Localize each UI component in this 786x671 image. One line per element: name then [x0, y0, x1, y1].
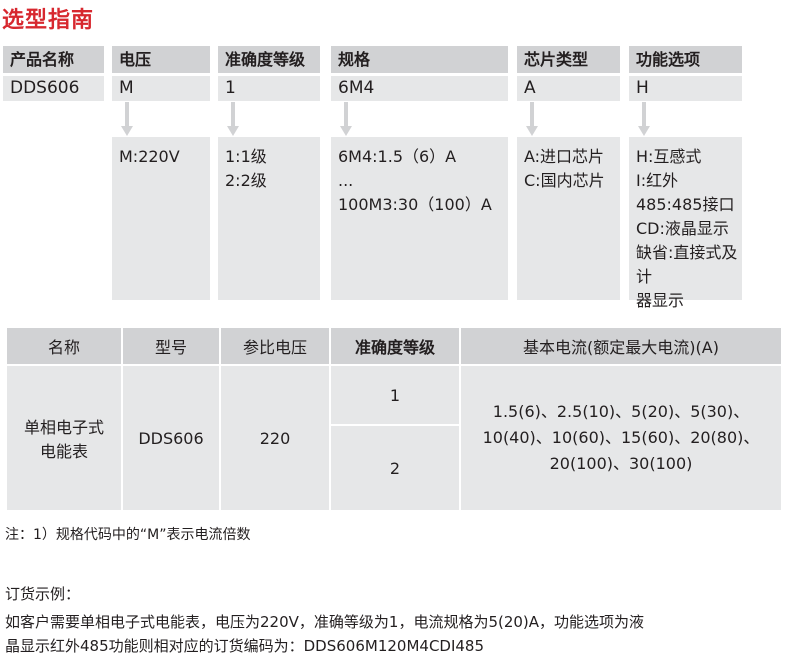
current-line: 10(40)、10(60)、15(60)、20(80)、 [482, 428, 760, 447]
current-line: 1.5(6)、2.5(10)、5(20)、5(30)、 [492, 402, 750, 421]
col-header-accuracy: 准确度等级 [331, 328, 459, 364]
arrow-down-icon [340, 102, 352, 140]
detail-line: M:220V [119, 147, 180, 166]
example-line-1: 如客户需要单相电子式电能表，电压为220V，准确等级为1，电流规格为5(20)A… [5, 613, 645, 631]
detail-line: 100M3:30（100）A [338, 195, 492, 214]
code-details: H:互感式 I:红外 485:485接口 CD:液晶显示缺省:直接式及计器显示 [629, 137, 742, 310]
code-value: 6M4 [331, 76, 508, 101]
detail-line: 1:1级 [225, 147, 267, 166]
spec-table: 名称 型号 参比电压 准确度等级 基本电流(额定最大电流)(A) 单相电子式电能… [5, 326, 783, 512]
detail-line: 2:2级 [225, 171, 267, 190]
example-heading: 订货示例： [5, 585, 81, 603]
col-header-model: 型号 [123, 328, 219, 364]
code-header: 电压 [112, 46, 210, 73]
arrow-down-icon [638, 102, 650, 140]
code-details: 1:1级 2:2级 [218, 137, 320, 300]
code-details: A:进口芯片 C:国内芯片 [517, 137, 620, 300]
example-line-2: 晶显示红外485功能则相对应的订货编码为：DDS606M120M4CDI485 [5, 637, 485, 655]
detail-line: C:国内芯片 [524, 171, 605, 190]
cell-accuracy-2: 2 [331, 426, 459, 510]
code-header: 功能选项 [629, 46, 742, 73]
code-value: A [517, 76, 620, 101]
detail-line: 485:485接口 [636, 195, 735, 214]
cell-model: DDS606 [123, 366, 219, 510]
cell-voltage: 220 [221, 366, 329, 510]
page-title: 选型指南 [2, 8, 95, 33]
code-value: 1 [218, 76, 320, 101]
code-value: DDS606 [3, 76, 104, 101]
code-details: 6M4:1.5（6）A... 100M3:30（100）A [331, 137, 508, 300]
col-header-voltage: 参比电压 [221, 328, 329, 364]
detail-line: ... [338, 171, 354, 190]
arrow-down-icon [526, 102, 538, 140]
arrow-down-icon [227, 102, 239, 140]
detail-line: H:互感式 [636, 147, 702, 166]
code-header: 准确度等级 [218, 46, 320, 73]
footnote: 注：1）规格代码中的“M”表示电流倍数 [5, 527, 251, 543]
detail-line: 器显示 [636, 291, 685, 310]
name-line: 单相电子式 [23, 418, 104, 437]
col-header-current: 基本电流(额定最大电流)(A) [461, 328, 781, 364]
code-header: 产品名称 [3, 46, 104, 73]
code-header: 芯片类型 [517, 46, 620, 73]
detail-line: 6M4:1.5（6）A [338, 147, 457, 166]
code-value: M [112, 76, 210, 101]
cell-name: 单相电子式 电能表 [7, 366, 121, 510]
arrow-down-icon [121, 102, 133, 140]
detail-line: I:红外 [636, 171, 679, 190]
detail-line: 缺省:直接式及计 [636, 243, 738, 286]
cell-accuracy-1: 1 [331, 366, 459, 424]
code-value: H [629, 76, 742, 101]
detail-line: A:进口芯片 [524, 147, 605, 166]
code-details: M:220V [112, 137, 210, 300]
cell-current: 1.5(6)、2.5(10)、5(20)、5(30)、 10(40)、10(60)… [461, 366, 781, 510]
current-line: 20(100)、30(100) [549, 454, 693, 473]
col-header-name: 名称 [7, 328, 121, 364]
code-header: 规格 [331, 46, 508, 73]
detail-line: CD:液晶显示 [636, 219, 729, 238]
name-line: 电能表 [39, 442, 88, 461]
